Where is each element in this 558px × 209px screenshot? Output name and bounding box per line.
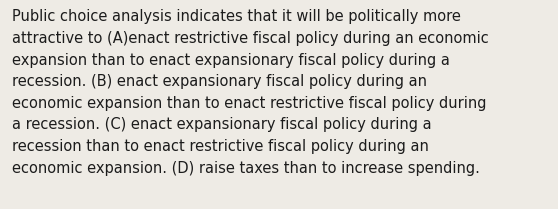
Text: Public choice analysis indicates that it will be politically more
attractive to : Public choice analysis indicates that it… (12, 9, 489, 176)
